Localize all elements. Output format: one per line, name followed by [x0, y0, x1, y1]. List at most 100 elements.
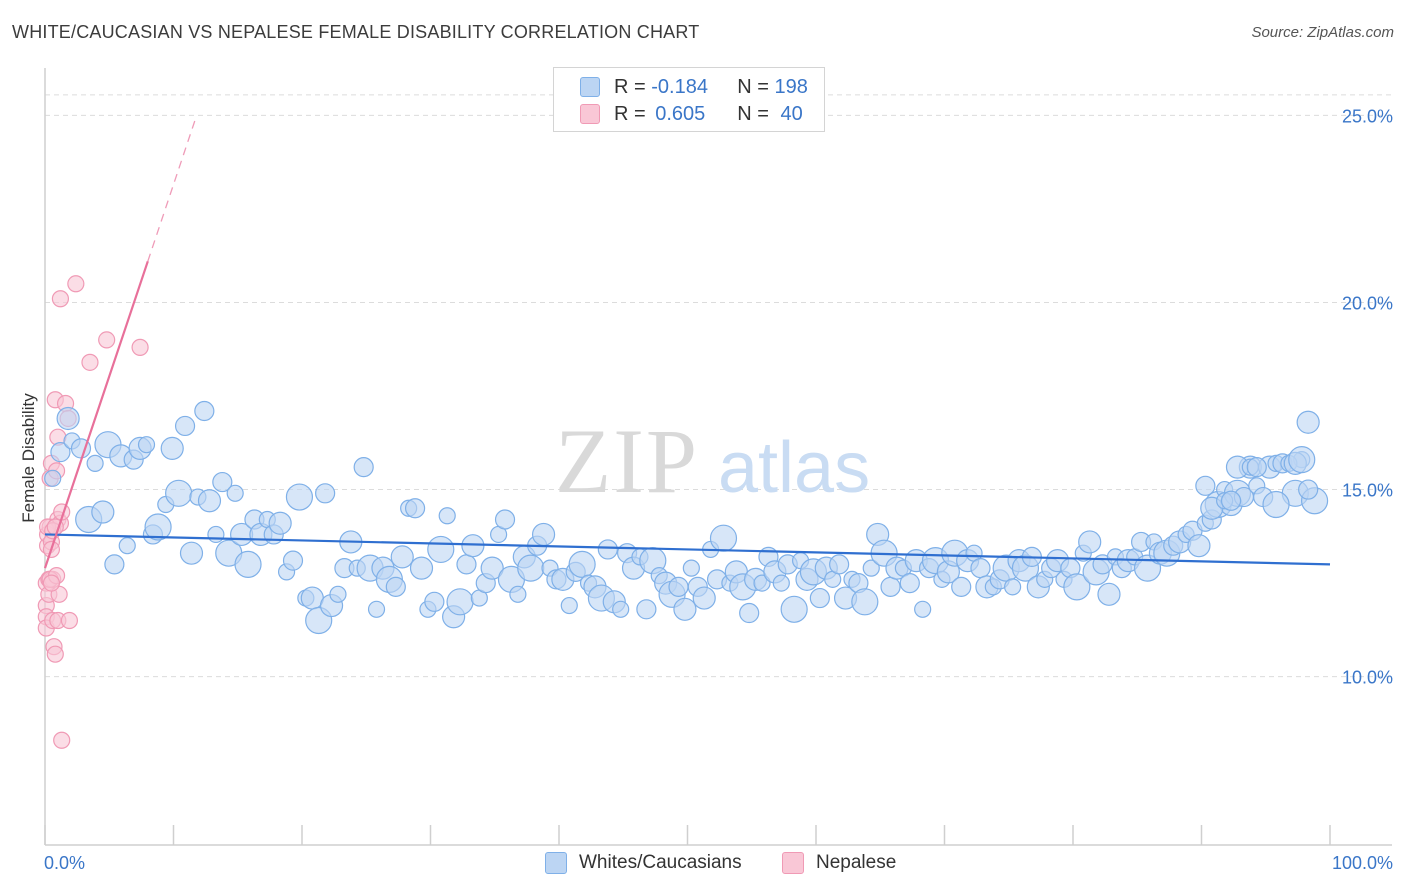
data-point: [668, 576, 689, 597]
data-point: [862, 559, 880, 577]
data-point: [1220, 490, 1242, 511]
trend-line-nepalese: [43, 260, 149, 569]
data-point: [1262, 490, 1290, 519]
data-point: [1004, 578, 1022, 596]
data-point: [144, 513, 172, 541]
data-point: [174, 415, 196, 437]
legend-n-value: 198: [774, 75, 808, 98]
x-tick-labels: 0.0% 100.0%: [44, 853, 1393, 873]
data-point: [285, 483, 314, 511]
data-point: [98, 331, 116, 349]
data-point: [50, 442, 71, 463]
data-point: [446, 588, 474, 616]
data-point: [91, 500, 115, 524]
data-point: [568, 550, 596, 578]
data-point: [951, 576, 972, 597]
data-point: [494, 509, 516, 530]
data-point: [899, 572, 920, 594]
legend-label-nepalese: Nepalese: [816, 852, 897, 873]
data-point: [137, 436, 156, 454]
data-point: [60, 611, 79, 630]
data-point: [390, 545, 414, 569]
data-point: [1078, 530, 1102, 554]
watermark: ZIP atlas: [555, 410, 870, 512]
legend-row-nepalese: R = 0.605 N = 40: [580, 102, 803, 126]
data-point: [131, 338, 149, 356]
bottom-legend-nepalese[interactable]: Nepalese: [782, 852, 896, 874]
y-axis-label: Female Disability: [19, 393, 38, 523]
data-point: [456, 554, 477, 575]
data-point: [772, 574, 790, 592]
white-points: [44, 400, 1329, 635]
data-point: [56, 406, 80, 431]
data-point: [385, 576, 406, 597]
x-tick-label: 100.0%: [1332, 853, 1393, 873]
legend-label-white: Whites/Caucasians: [579, 852, 742, 873]
legend-swatch-white: [545, 852, 567, 874]
legend-n-label: N =: [737, 75, 769, 98]
data-point: [404, 498, 426, 519]
data-point: [42, 574, 61, 592]
legend-n-label: N =: [737, 102, 769, 125]
data-point: [226, 484, 244, 502]
data-point: [1063, 573, 1091, 601]
data-point: [612, 600, 630, 618]
data-point: [67, 275, 85, 293]
data-point: [207, 525, 225, 544]
trend-line-white: [44, 533, 1331, 566]
axes: [44, 68, 1392, 846]
data-point: [560, 596, 578, 615]
data-point: [427, 535, 455, 564]
data-point: [682, 559, 700, 577]
data-point: [851, 588, 879, 616]
data-point: [409, 556, 434, 580]
data-point: [809, 587, 830, 609]
y-tick-label: 15.0%: [1342, 481, 1393, 501]
source-label: Source: ZipAtlas.com: [1251, 24, 1394, 41]
data-point: [517, 554, 545, 582]
trend-line-nepalese-extension: [147, 115, 198, 262]
stats-legend: R = -0.184 N = 198 R = 0.605 N = 40: [553, 67, 825, 132]
gridlines: [45, 94, 1392, 678]
data-point: [1195, 475, 1216, 496]
legend-swatch-nepalese: [580, 104, 600, 124]
data-point: [315, 483, 336, 504]
data-point: [81, 353, 99, 371]
data-point: [44, 469, 62, 487]
data-point: [531, 522, 556, 547]
data-point: [829, 554, 850, 575]
data-point: [636, 599, 657, 620]
data-point: [1298, 479, 1319, 500]
data-point: [212, 471, 233, 493]
data-point: [282, 550, 304, 571]
data-point: [692, 586, 716, 610]
data-point: [709, 524, 738, 552]
data-point: [509, 585, 527, 603]
data-point: [438, 507, 456, 525]
data-point: [194, 400, 215, 422]
data-point: [1288, 446, 1316, 474]
legend-r-label: R =: [614, 102, 646, 125]
legend-r-value: -0.184: [651, 75, 708, 98]
data-point: [104, 554, 125, 575]
y-tick-label: 20.0%: [1342, 293, 1393, 313]
legend-n-value: 40: [780, 102, 803, 125]
data-point: [329, 585, 347, 603]
data-point: [46, 645, 64, 663]
watermark-zip: ZIP: [555, 410, 699, 512]
data-point: [739, 602, 760, 624]
data-point: [86, 454, 104, 472]
bottom-legend-white[interactable]: Whites/Caucasians: [545, 852, 742, 874]
data-point: [160, 436, 184, 461]
data-point: [53, 731, 71, 749]
data-point: [780, 595, 808, 623]
x-tick-label: 0.0%: [44, 853, 85, 873]
data-point: [197, 489, 222, 513]
data-point: [179, 541, 204, 565]
data-point: [424, 591, 445, 612]
y-tick-label: 10.0%: [1342, 668, 1393, 688]
legend-swatch-white: [580, 77, 600, 97]
y-tick-label: 25.0%: [1342, 106, 1393, 126]
data-point: [51, 290, 70, 308]
